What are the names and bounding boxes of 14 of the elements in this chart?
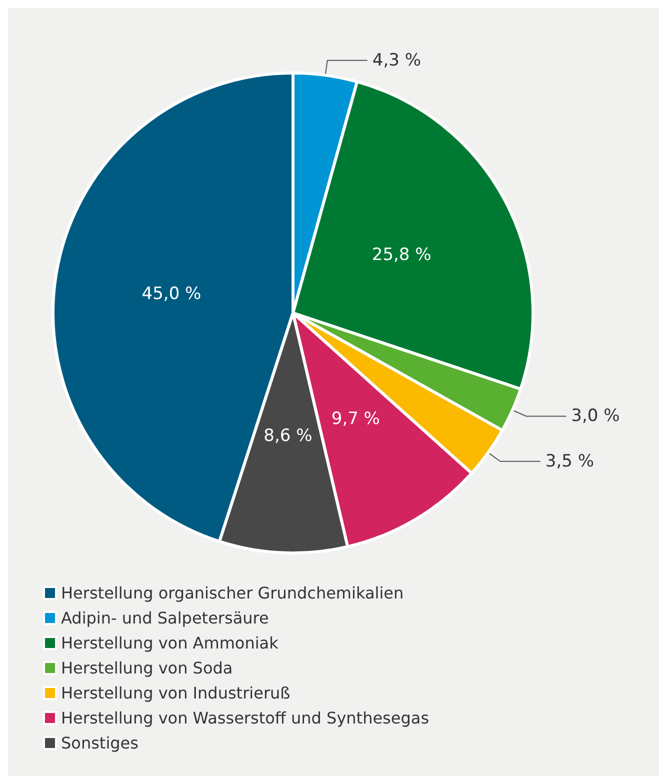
legend-label: Sonstiges <box>61 734 138 752</box>
data-label: 25,8 % <box>372 245 432 266</box>
data-label: 3,5 % <box>545 451 594 472</box>
data-label: 45,0 % <box>142 284 202 304</box>
data-label: 4,3 % <box>372 50 421 70</box>
data-label: 8,6 % <box>264 426 312 446</box>
data-label: 3,0 % <box>571 406 620 426</box>
legend-label: Herstellung organischer Grundchemikalien <box>61 584 404 602</box>
legend-label: Herstellung von Soda <box>61 658 233 678</box>
data-label: 9,7 % <box>331 408 380 429</box>
legend-label: Herstellung von Ammoniak <box>61 634 280 652</box>
legend-label: Herstellung von Industrieruß <box>61 684 290 702</box>
legend-label: Adipin- und Salpetersäure <box>61 608 269 628</box>
legend-label: Herstellung von Wasserstoff und Synthesegas <box>61 708 430 728</box>
